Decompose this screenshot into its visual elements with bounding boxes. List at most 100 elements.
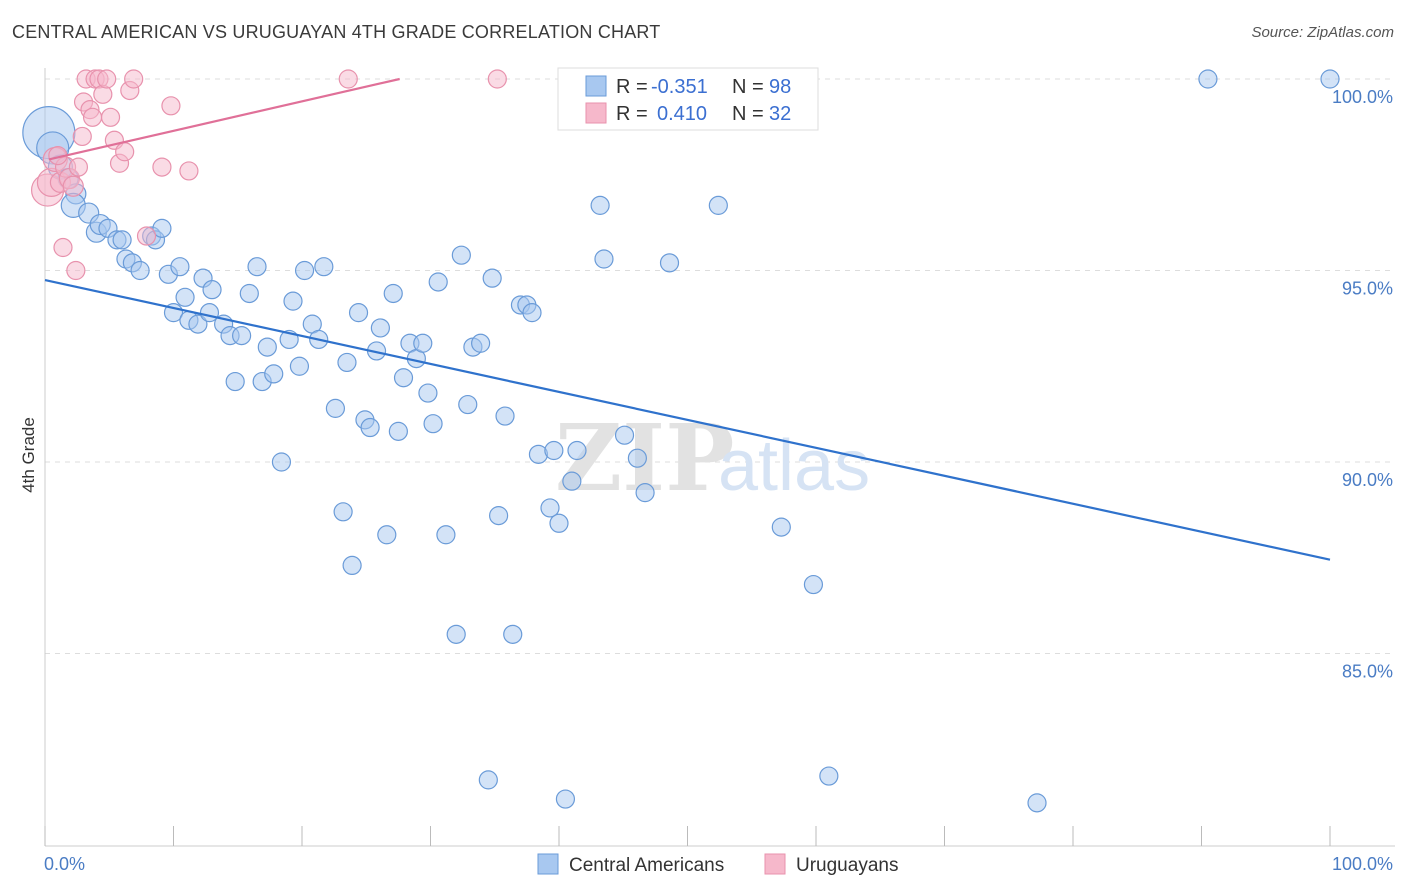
- watermark-atlas: atlas: [718, 426, 870, 506]
- uruguayan-point-9: [66, 260, 86, 281]
- tick-labels: 85.0% 90.0% 95.0% 100.0% 0.0% 100.0%: [44, 87, 1393, 874]
- axes: [44, 68, 1395, 847]
- central-american-point-82: [562, 471, 582, 491]
- bottom-legend-uruguayans: Uruguayans: [796, 855, 898, 876]
- legend-n-value-1: 98: [769, 76, 791, 98]
- central-american-point-61: [423, 414, 443, 434]
- uruguayan-point-7: [68, 157, 89, 177]
- central-american-point-71: [489, 506, 509, 526]
- legend-swatch-blue: [585, 75, 607, 97]
- central-american-point-23: [188, 314, 208, 334]
- y-axis-label: 4th Grade: [19, 417, 38, 493]
- y-tick-label-95: 95.0%: [1342, 279, 1393, 299]
- central-american-point-50: [360, 417, 380, 438]
- central-american-point-63: [436, 525, 456, 545]
- central-american-point-62: [428, 272, 448, 292]
- trendlines: [44, 77, 1331, 561]
- y-tick-label-100: 100.0%: [1332, 87, 1393, 107]
- uruguayan-point-27: [179, 161, 199, 181]
- central-american-point-92: [771, 517, 791, 537]
- central-american-point-46: [337, 352, 357, 373]
- central-american-point-40: [294, 260, 315, 281]
- uruguayans-points: [30, 69, 507, 281]
- central-american-point-69: [478, 770, 498, 790]
- central-american-point-80: [549, 513, 569, 533]
- central-american-point-14: [130, 260, 150, 281]
- x-tick-label-100: 100.0%: [1332, 854, 1393, 874]
- central-american-point-36: [271, 452, 292, 472]
- uruguayan-point-26: [161, 96, 181, 116]
- central-american-point-95: [1027, 793, 1047, 813]
- central-american-point-78: [540, 498, 560, 518]
- central-american-point-86: [614, 425, 635, 445]
- central-american-point-38: [283, 291, 303, 311]
- legend-r-label-2: R =: [616, 103, 648, 125]
- central-american-point-32: [247, 257, 267, 277]
- central-american-point-93: [803, 574, 824, 595]
- central-american-point-52: [370, 318, 390, 338]
- x-tick-label-0: 0.0%: [44, 854, 85, 874]
- legend-r-value-2: 0.410: [657, 103, 707, 125]
- uruguayan-trendline: [48, 77, 400, 161]
- central-american-point-70: [482, 268, 502, 288]
- central-american-point-64: [446, 624, 466, 644]
- central-american-point-83: [567, 440, 587, 461]
- y-tick-label-85: 85.0%: [1342, 662, 1393, 682]
- uruguayan-point-13: [82, 107, 103, 127]
- central-american-point-66: [458, 394, 478, 415]
- legend-r-label-1: R =: [616, 76, 648, 98]
- central-american-point-29: [225, 371, 245, 392]
- central-american-point-43: [314, 257, 334, 277]
- central-american-point-87: [627, 448, 647, 468]
- central-american-point-34: [257, 337, 277, 357]
- central-american-point-97: [1320, 69, 1340, 89]
- central-american-point-30: [232, 326, 252, 346]
- central-american-point-47: [342, 555, 362, 576]
- central-american-point-91: [708, 195, 728, 215]
- central-american-point-11: [112, 230, 132, 250]
- central-american-point-53: [377, 525, 397, 545]
- uruguayan-point-17: [97, 69, 117, 89]
- central-american-point-17: [152, 218, 172, 238]
- central-american-point-21: [175, 287, 195, 307]
- legend-r-value-1: -0.351: [651, 76, 708, 98]
- central-american-point-56: [393, 368, 414, 388]
- bottom-legend-swatch-central-americans: [537, 853, 559, 875]
- uruguayan-point-30: [72, 126, 92, 147]
- series-legend: Central Americans Uruguayans: [537, 853, 898, 876]
- central-american-point-48: [348, 303, 369, 323]
- central-american-point-44: [325, 398, 346, 418]
- central-americans-points: [22, 69, 1340, 813]
- gridlines: [45, 78, 1395, 654]
- legend-n-label-1: N =: [732, 76, 764, 98]
- uruguayan-point-18: [100, 107, 121, 127]
- central-american-point-54: [383, 283, 403, 304]
- y-tick-label-90: 90.0%: [1342, 470, 1393, 490]
- central-american-point-81: [555, 789, 576, 809]
- uruguayan-point-24: [136, 226, 157, 246]
- bottom-legend-central-americans: Central Americans: [569, 855, 724, 876]
- uruguayan-point-8: [53, 237, 73, 258]
- central-american-point-89: [659, 253, 680, 273]
- uruguayan-point-21: [115, 142, 135, 162]
- uruguayan-point-6: [62, 175, 84, 197]
- uruguayan-point-23: [124, 69, 144, 89]
- central-american-point-39: [289, 356, 310, 376]
- central-american-point-65: [451, 245, 471, 265]
- central-american-point-84: [590, 195, 610, 215]
- uruguayan-point-28: [338, 69, 358, 89]
- central-american-point-85: [594, 249, 614, 269]
- central-american-point-96: [1198, 69, 1218, 89]
- central-american-point-68: [471, 333, 491, 353]
- central-american-point-60: [418, 383, 438, 403]
- bottom-legend-swatch-uruguayans: [764, 853, 786, 875]
- central-american-point-35: [264, 364, 284, 384]
- central-american-point-45: [333, 502, 353, 522]
- source-credit: Source: ZipAtlas.com: [1251, 24, 1394, 41]
- central-american-point-94: [819, 766, 839, 786]
- stats-legend: R = -0.351 N = 98 R = 0.410 N = 32: [557, 67, 819, 131]
- legend-swatch-pink: [585, 102, 607, 124]
- central-american-point-72: [495, 406, 515, 426]
- central-american-point-79: [544, 440, 564, 461]
